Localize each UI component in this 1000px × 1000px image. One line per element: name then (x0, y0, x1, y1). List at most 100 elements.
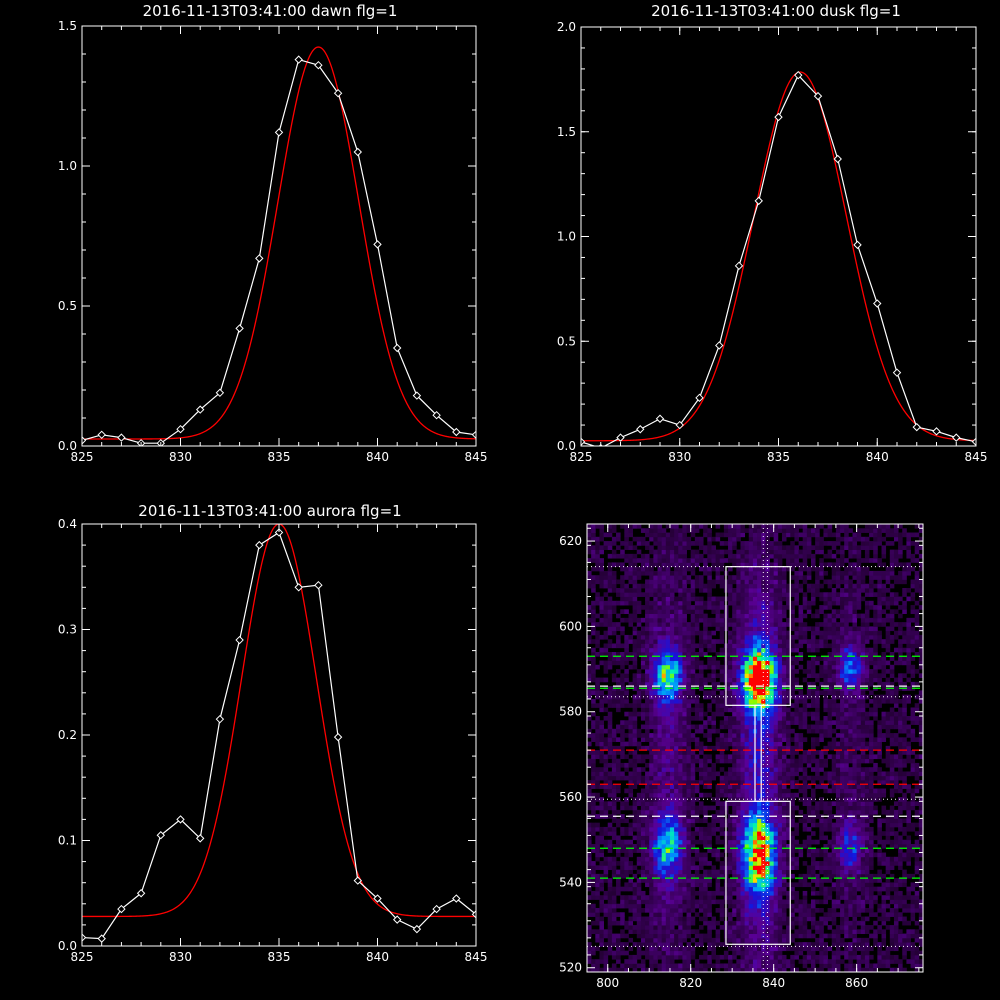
heatmap-pixel (744, 775, 750, 781)
heatmap-pixel (682, 822, 687, 828)
dawn-data-point (215, 388, 225, 398)
heatmap-pixel (678, 912, 683, 917)
heatmap-pixel (811, 805, 816, 811)
heatmap-pixel (674, 839, 679, 845)
heatmap-pixel (802, 754, 808, 760)
heatmap-pixel (632, 728, 638, 734)
heatmap-pixel (910, 707, 916, 713)
heatmap-pixel (831, 920, 837, 926)
heatmap-pixel (777, 865, 783, 870)
heatmap-pixel (827, 814, 833, 819)
heatmap-pixel (632, 818, 638, 824)
heatmap-pixel (860, 737, 866, 742)
heatmap-pixel (914, 767, 920, 772)
heatmap-pixel (761, 963, 766, 969)
heatmap-pixel (889, 937, 895, 943)
heatmap-pixel (744, 818, 750, 824)
heatmap-pixel (682, 741, 687, 747)
heatmap-pixel (620, 686, 625, 691)
heatmap-pixel (856, 762, 862, 768)
heatmap-pixel (860, 677, 866, 683)
heatmap-pixel (616, 950, 621, 956)
heatmap-pixel (607, 780, 613, 785)
heatmap-pixel (682, 758, 687, 764)
heatmap-pixel (653, 818, 658, 824)
heatmap-pixel (794, 946, 799, 952)
heatmap-pixel (877, 750, 882, 755)
heatmap-pixel (587, 801, 592, 806)
heatmap-pixel (678, 707, 683, 713)
heatmap-pixel (728, 784, 733, 789)
heatmap-pixel (611, 861, 617, 866)
heatmap-pixel (649, 882, 654, 888)
heatmap-pixel (728, 724, 733, 730)
heatmap-pixel (815, 801, 820, 806)
heatmap-pixel (844, 886, 849, 892)
heatmap-pixel (831, 937, 837, 943)
heatmap-pixel (893, 694, 899, 700)
heatmap-pixel (748, 929, 754, 934)
heatmap-pixel (632, 720, 638, 725)
heatmap-pixel (773, 967, 779, 973)
heatmap-pixel (744, 937, 750, 943)
heatmap-pixel (640, 826, 646, 832)
heatmap-pixel (757, 792, 762, 798)
heatmap-pixel (728, 831, 733, 836)
heatmap-pixel (703, 890, 708, 896)
heatmap-pixel (591, 801, 596, 806)
heatmap-pixel (611, 771, 617, 777)
heatmap-pixel (815, 946, 820, 952)
heatmap-pixel (757, 925, 762, 930)
heatmap-pixel (723, 724, 729, 730)
heatmap-pixel (790, 882, 795, 888)
heatmap-pixel (811, 797, 816, 802)
heatmap-pixel (794, 805, 799, 811)
heatmap-pixel (665, 856, 671, 862)
heatmap-pixel (877, 848, 882, 853)
heatmap-pixel (674, 780, 679, 785)
heatmap-pixel (636, 703, 642, 708)
heatmap-pixel (682, 767, 687, 772)
heatmap-pixel (624, 818, 629, 824)
heatmap-pixel (686, 724, 692, 730)
heatmap-pixel (678, 775, 683, 781)
heatmap-pixel (902, 967, 907, 973)
heatmap-pixel (645, 754, 650, 760)
heatmap-pixel (620, 677, 625, 683)
heatmap-pixel (906, 754, 911, 760)
heatmap-pixel (748, 809, 754, 815)
heatmap-pixel (674, 698, 679, 704)
heatmap-pixel (611, 754, 617, 760)
heatmap-pixel (790, 959, 795, 964)
heatmap-pixel (798, 698, 804, 704)
heatmap-pixel (653, 895, 658, 900)
heatmap-pixel (798, 818, 804, 824)
heatmap-pixel (906, 758, 911, 764)
heatmap-pixel (864, 724, 870, 730)
heatmap-pixel (599, 882, 604, 888)
aurora-fit-line (82, 524, 476, 918)
heatmap-pixel (611, 703, 617, 708)
heatmap-pixel (728, 754, 733, 760)
heatmap-pixel (665, 950, 671, 956)
heatmap-pixel (914, 681, 920, 687)
heatmap-pixel (777, 869, 783, 875)
heatmap-pixel (914, 720, 920, 725)
heatmap-pixel (728, 835, 733, 841)
heatmap-pixel (840, 878, 845, 883)
heatmap-pixel (852, 831, 858, 836)
heatmap-pixel (748, 720, 754, 725)
heatmap-pixel (794, 831, 799, 836)
heatmap-pixel (786, 831, 791, 836)
heatmap-pixel (736, 839, 741, 845)
heatmap-pixel (620, 861, 625, 866)
heatmap-pixel (864, 775, 870, 781)
heatmap-pixel (902, 920, 907, 926)
heatmap-pixel (757, 788, 762, 794)
heatmap-pixel (632, 771, 638, 777)
heatmap-pixel (669, 844, 675, 849)
heatmap-pixel (840, 750, 845, 755)
heatmap-pixel (835, 741, 841, 747)
heatmap-pixel (678, 925, 683, 930)
